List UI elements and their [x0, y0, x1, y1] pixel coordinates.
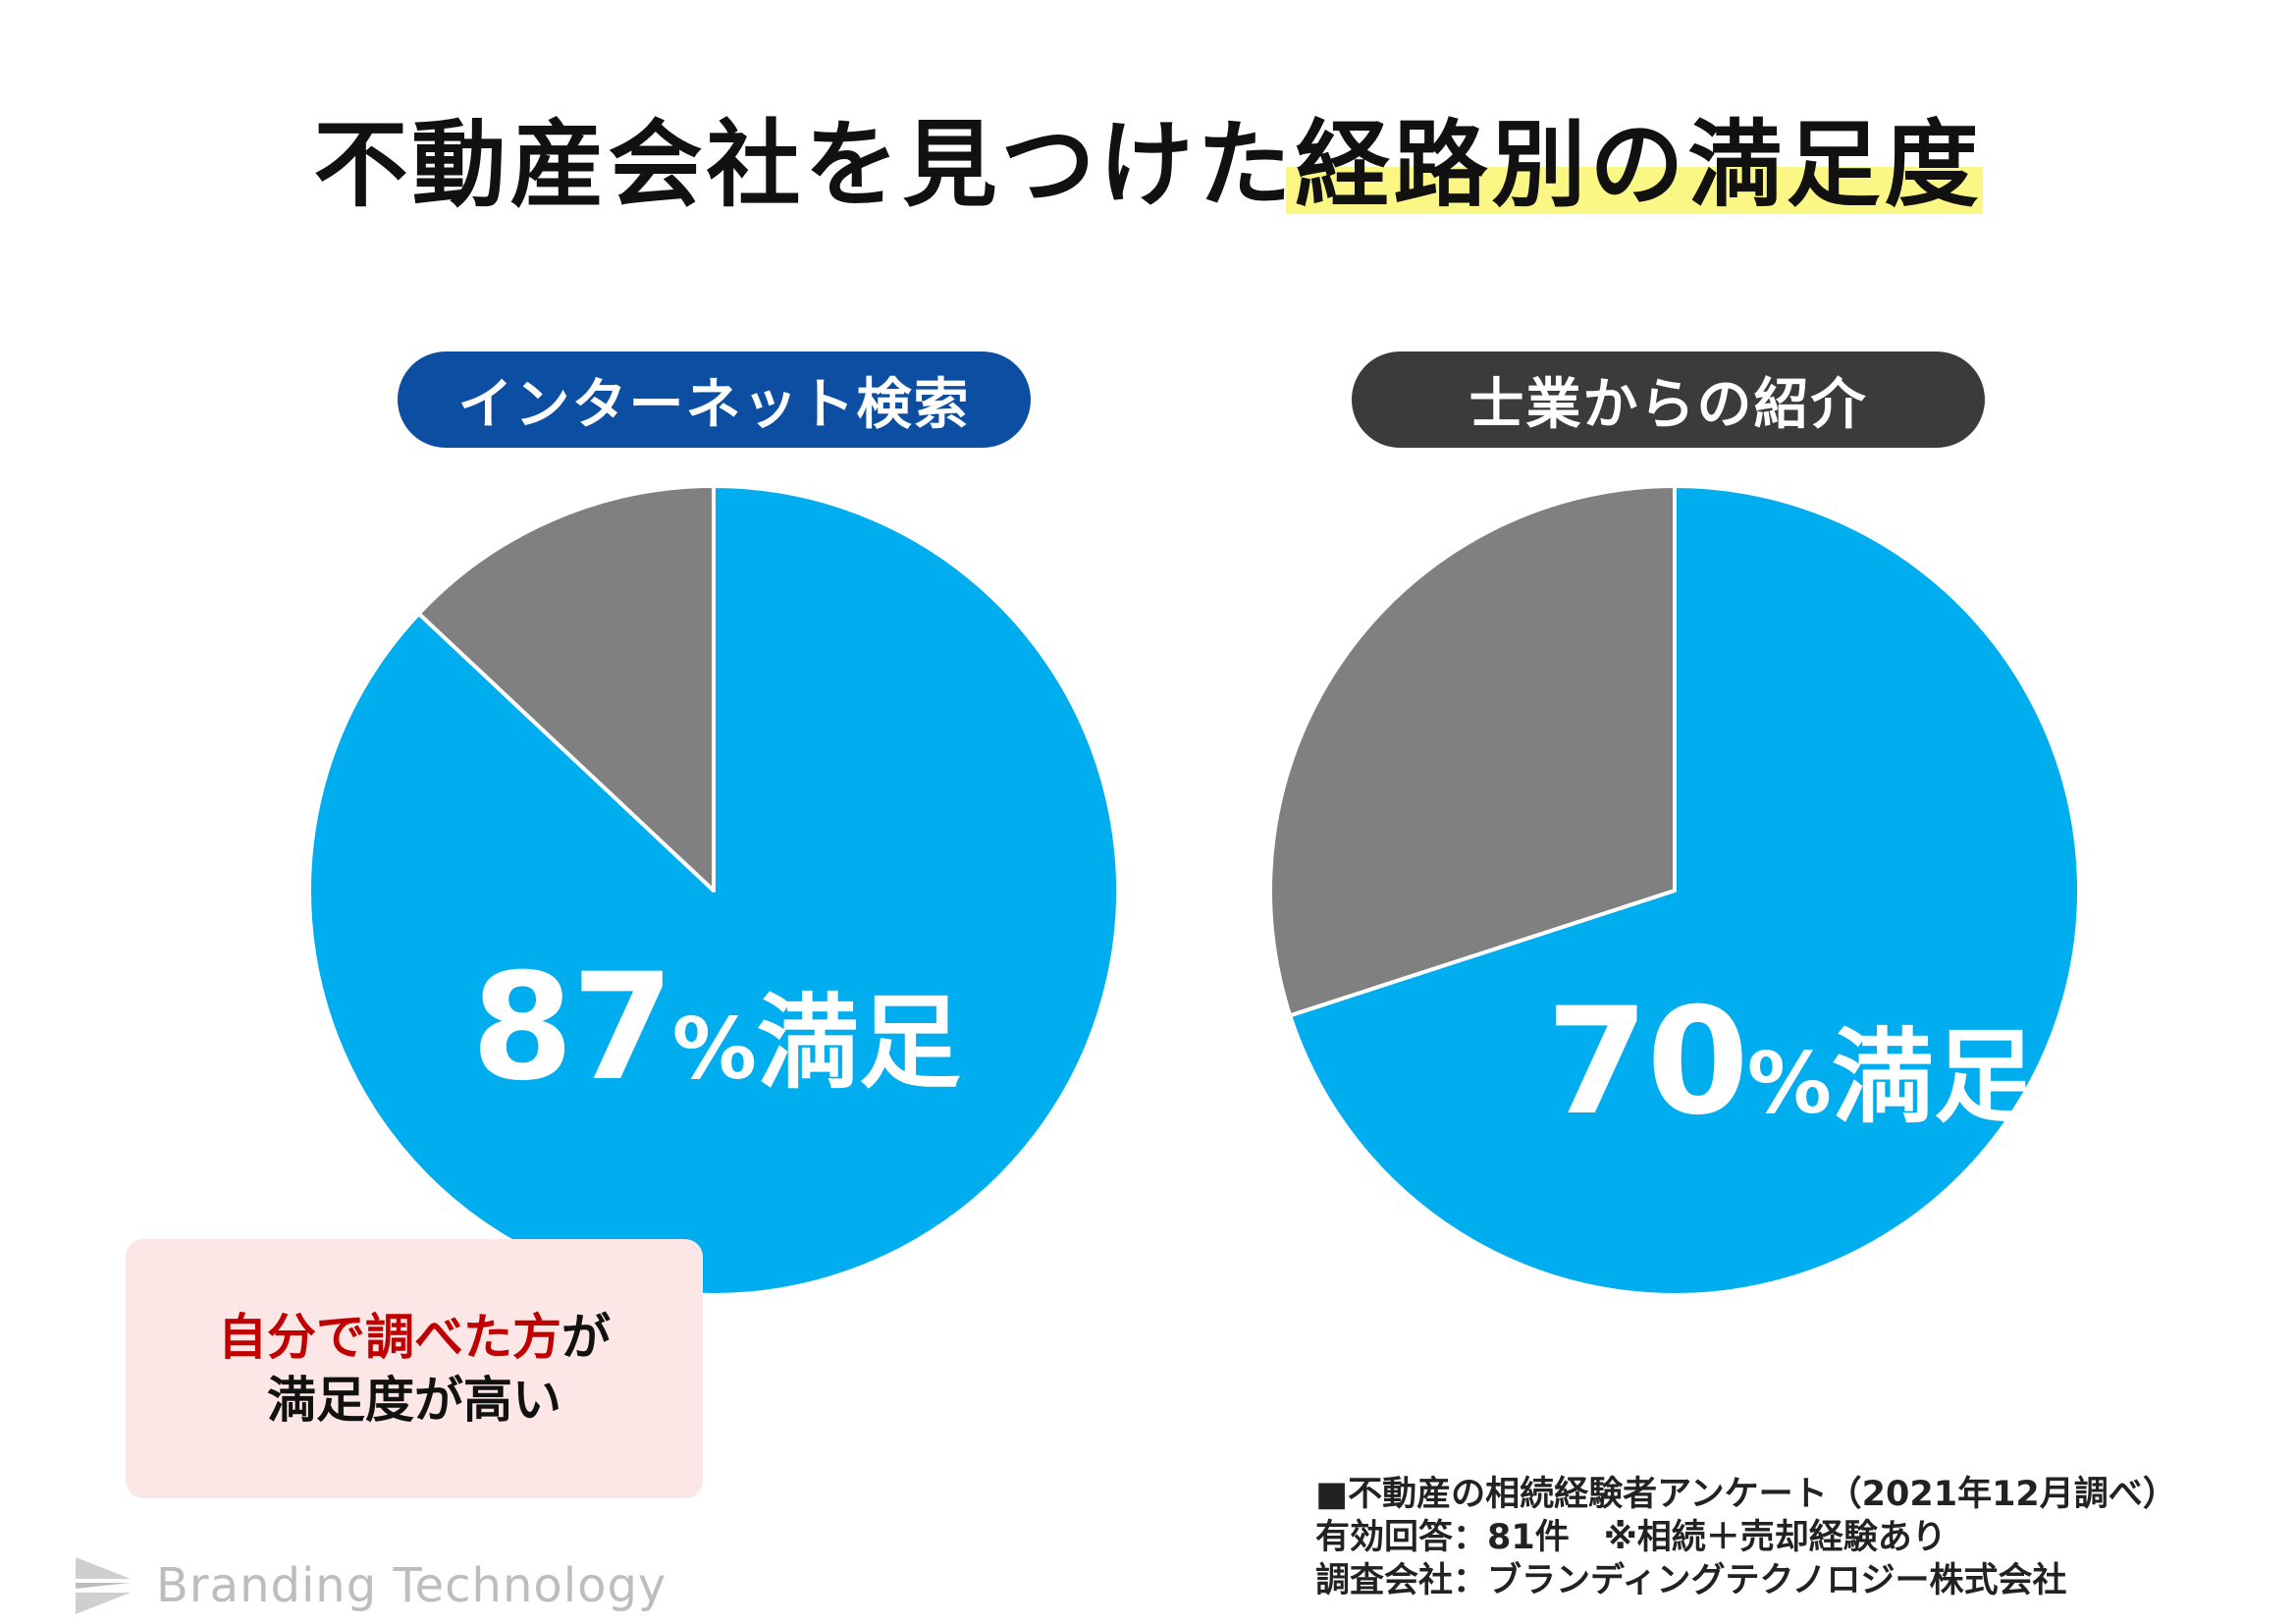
pie-right-value-word: 満足	[1831, 1017, 2036, 1137]
survey-footnote: ■不動産の相続経験者アンケート（2021年12月調べ） 有効回答：81件 ※相続…	[1315, 1473, 2177, 1602]
pie-chart-left	[307, 484, 1120, 1297]
pie-left-value-percent: %	[671, 1001, 757, 1099]
pie-right-title-pill: 士業からの紹介	[1352, 352, 1985, 448]
pie-left-value-number: 87	[471, 943, 674, 1113]
title-highlight	[1286, 167, 1983, 214]
callout-red-text: 自分で調べた方	[218, 1309, 561, 1366]
footnote-line-2: 有効回答：81件 ※相続＋売却経験あり	[1315, 1518, 1947, 1557]
pie-right-value-label: 70 % 満足	[1546, 977, 2036, 1148]
footnote-line-1: ■不動産の相続経験者アンケート（2021年12月調べ）	[1315, 1475, 2177, 1514]
pie-right-value-number: 70	[1546, 977, 1749, 1148]
brand-logo: Branding Technology	[74, 1551, 667, 1620]
page-title: 不動産会社を見つけた経路別の満足度	[313, 110, 1983, 220]
pie-left-value-label: 87 % 満足	[471, 943, 961, 1113]
pie-right-slice-other	[1268, 484, 1677, 1018]
callout-box: 自分で調べた方が 満足度が高い	[126, 1239, 703, 1498]
branding-technology-logo-icon	[76, 1557, 131, 1614]
pie-left-title-pill: インターネット検索	[398, 352, 1031, 448]
pie-left-title: インターネット検索	[457, 372, 971, 437]
logo-text: Branding Technology	[156, 1558, 667, 1613]
pie-chart-right	[1268, 484, 2081, 1297]
callout-line-1-rest: が	[561, 1309, 611, 1366]
pie-right-slice-satisfied	[1288, 484, 2081, 1297]
pie-left-slice-other	[416, 484, 716, 893]
pie-right-value-percent: %	[1746, 1035, 1832, 1133]
callout-line-1: 自分で調べた方が	[218, 1306, 611, 1369]
pie-left-value-word: 満足	[756, 983, 961, 1103]
pie-right-title: 士業からの紹介	[1468, 372, 1868, 437]
callout-line-2: 満足度が高い	[267, 1372, 561, 1429]
footnote-line-3: 調査会社：ブランディングテクノロジー株式会社	[1315, 1561, 2067, 1600]
